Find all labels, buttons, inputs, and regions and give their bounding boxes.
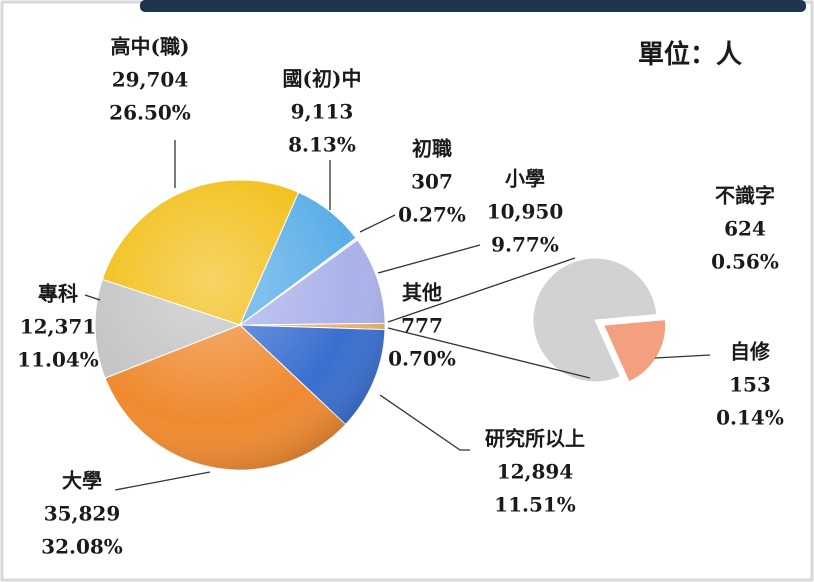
slice-name: 不識字: [715, 184, 775, 208]
slice-name: 自修: [730, 340, 771, 364]
slice-count: 29,704: [112, 68, 189, 92]
pie-slice: [532, 257, 658, 383]
slice-percent: 0.56%: [711, 250, 779, 274]
slice-count: 12,371: [20, 315, 97, 339]
slice-name: 國(初)中: [283, 67, 362, 91]
slice-name: 研究所以上: [485, 427, 585, 451]
slice-count: 307: [411, 170, 453, 194]
slice-count: 9,113: [291, 100, 354, 124]
slice-percent: 0.27%: [398, 203, 466, 227]
slice-count: 35,829: [44, 502, 121, 526]
slice-count: 12,894: [497, 460, 574, 484]
slice-percent: 8.13%: [288, 133, 356, 157]
slice-percent: 0.14%: [716, 406, 784, 430]
slice-percent: 9.77%: [491, 233, 559, 257]
slice-name: 小學: [505, 167, 545, 191]
pie-slice: [602, 319, 667, 383]
slice-name: 專科: [38, 282, 78, 306]
slice-name: 初職: [412, 137, 452, 161]
unit-label: 單位：人: [638, 39, 742, 70]
slice-percent: 11.04%: [17, 348, 99, 372]
slice-percent: 0.70%: [388, 347, 456, 371]
slice-name: 其他: [402, 281, 442, 305]
slice-count: 777: [401, 314, 443, 338]
banner: [140, 0, 806, 12]
slice-count: 10,950: [487, 200, 564, 224]
slice-percent: 11.51%: [494, 493, 576, 517]
slice-count: 153: [729, 373, 771, 397]
slice-name: 大學: [62, 469, 102, 493]
slice-name: 高中(職): [111, 35, 190, 59]
slice-percent: 26.50%: [109, 101, 191, 125]
leader-lines: [84, 140, 711, 491]
slice-count: 624: [724, 217, 766, 241]
slice-percent: 32.08%: [41, 535, 123, 559]
